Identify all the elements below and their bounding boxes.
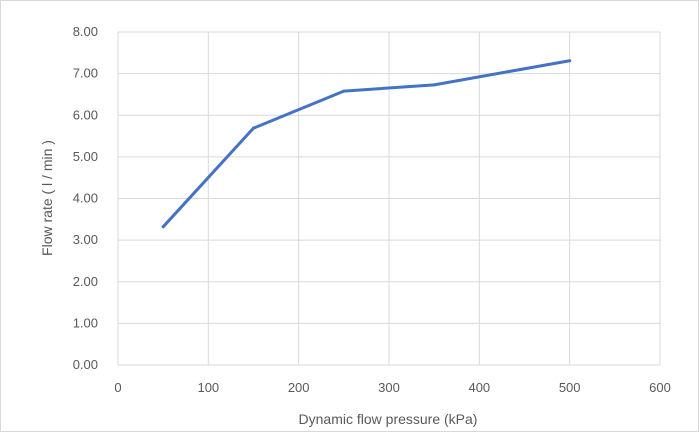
series-line [161,59,572,229]
x-tick-label: 0 [114,380,121,395]
series-group [161,59,572,229]
grid-lines [117,31,661,366]
data-point [432,83,436,87]
y-tick-label: 5.00 [73,149,98,164]
y-axis-title: Flow rate ( l / min ) [39,140,55,256]
data-point [568,59,572,63]
y-tick-label: 2.00 [73,274,98,289]
y-tick-label: 7.00 [73,66,98,81]
data-point [342,89,346,93]
x-tick-label: 100 [197,380,219,395]
x-tick-label: 300 [378,380,400,395]
y-tick-label: 6.00 [73,107,98,122]
x-tick-label: 500 [559,380,581,395]
x-axis-title: Dynamic flow pressure (kPa) [299,411,478,427]
y-tick-label: 1.00 [73,315,98,330]
x-tick-labels: 0 100 200 300 400 500 600 [114,380,670,395]
data-point [161,225,165,229]
data-point [252,126,255,130]
y-tick-label: 4.00 [73,191,98,206]
y-tick-labels: 0.00 1.00 2.00 3.00 4.00 5.00 6.00 7.00 8.00 [73,24,98,372]
x-tick-label: 200 [288,380,310,395]
x-tick-label: 400 [468,380,490,395]
y-tick-label: 8.00 [73,24,98,39]
x-tick-label: 600 [649,380,671,395]
y-tick-label: 0.00 [73,357,98,372]
y-tick-label: 3.00 [73,232,98,247]
